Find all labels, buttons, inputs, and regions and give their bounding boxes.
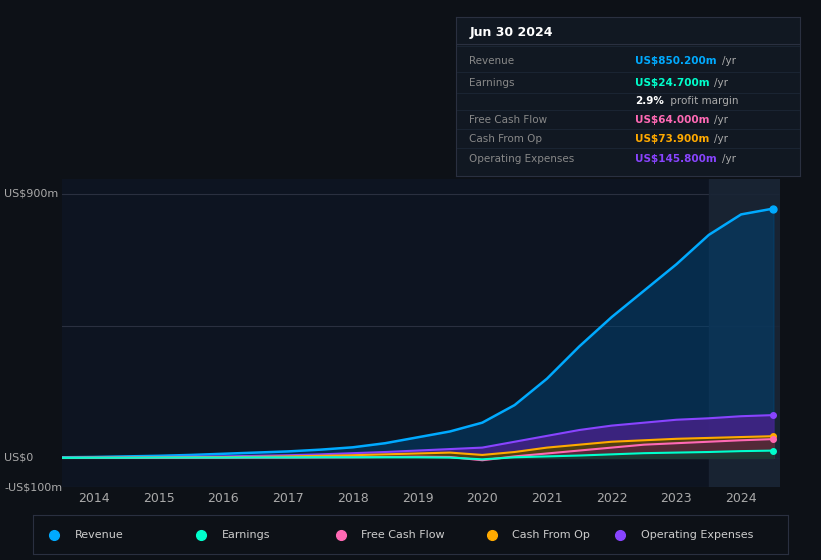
Text: Cash From Op: Cash From Op [512, 530, 590, 540]
Text: US$64.000m: US$64.000m [635, 115, 709, 125]
Text: Earnings: Earnings [470, 78, 515, 88]
Text: US$0: US$0 [4, 453, 34, 463]
Text: Revenue: Revenue [75, 530, 123, 540]
Text: /yr: /yr [722, 154, 736, 164]
Bar [709, 179, 780, 487]
Text: US$73.900m: US$73.900m [635, 134, 709, 144]
Text: Jun 30 2024: Jun 30 2024 [470, 26, 553, 39]
Text: /yr: /yr [722, 57, 736, 67]
Text: US$900m: US$900m [4, 189, 58, 199]
Text: Revenue: Revenue [470, 57, 515, 67]
Text: 2.9%: 2.9% [635, 96, 664, 106]
Text: Free Cash Flow: Free Cash Flow [470, 115, 548, 125]
Text: Free Cash Flow: Free Cash Flow [361, 530, 445, 540]
Text: profit margin: profit margin [667, 96, 738, 106]
Text: US$24.700m: US$24.700m [635, 78, 709, 88]
Text: Earnings: Earnings [222, 530, 270, 540]
Text: /yr: /yr [714, 134, 728, 144]
Text: US$850.200m: US$850.200m [635, 57, 717, 67]
Text: Operating Expenses: Operating Expenses [470, 154, 575, 164]
Text: Operating Expenses: Operating Expenses [641, 530, 753, 540]
Text: /yr: /yr [714, 115, 728, 125]
Text: /yr: /yr [714, 78, 728, 88]
Text: US$145.800m: US$145.800m [635, 154, 717, 164]
Text: Cash From Op: Cash From Op [470, 134, 543, 144]
Text: -US$100m: -US$100m [4, 482, 62, 492]
